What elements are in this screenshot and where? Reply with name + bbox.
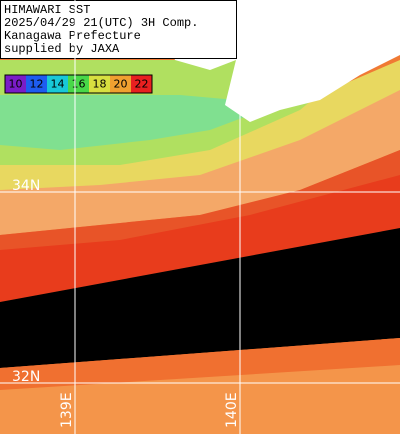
- legend-swatch: [5, 75, 26, 93]
- sea-hot: [0, 175, 400, 302]
- latitude-label: 32N: [12, 369, 40, 385]
- title-line: supplied by JAXA: [4, 42, 120, 56]
- legend-label: 22: [135, 78, 149, 91]
- sea-coastal: [0, 95, 250, 150]
- title-line: Kanagawa Prefecture: [4, 29, 141, 43]
- legend-swatch: [110, 75, 131, 93]
- legend-swatch: [47, 75, 68, 93]
- title-line: 2025/04/29 21(UTC) 3H Comp.: [4, 16, 198, 30]
- legend-label: 12: [30, 78, 44, 91]
- legend-swatch: [26, 75, 47, 93]
- legend-label: 14: [51, 78, 65, 91]
- latitude-label: 34N: [12, 178, 40, 194]
- legend-label: 10: [9, 78, 23, 91]
- legend-swatch: [131, 75, 152, 93]
- longitude-label: 140E: [224, 392, 240, 428]
- sea-south-light: [0, 365, 400, 434]
- legend-label: 20: [114, 78, 128, 91]
- land: [225, 0, 400, 122]
- legend-label: 18: [93, 78, 107, 91]
- legend-swatch: [89, 75, 110, 93]
- cloud-mask: [0, 228, 400, 368]
- legend-swatch: [68, 75, 89, 93]
- title-line: HIMAWARI SST: [4, 3, 90, 17]
- legend-label: 16: [72, 78, 86, 91]
- title-box: [0, 0, 237, 59]
- longitude-label: 139E: [59, 392, 75, 428]
- legend-frame: [4, 74, 153, 94]
